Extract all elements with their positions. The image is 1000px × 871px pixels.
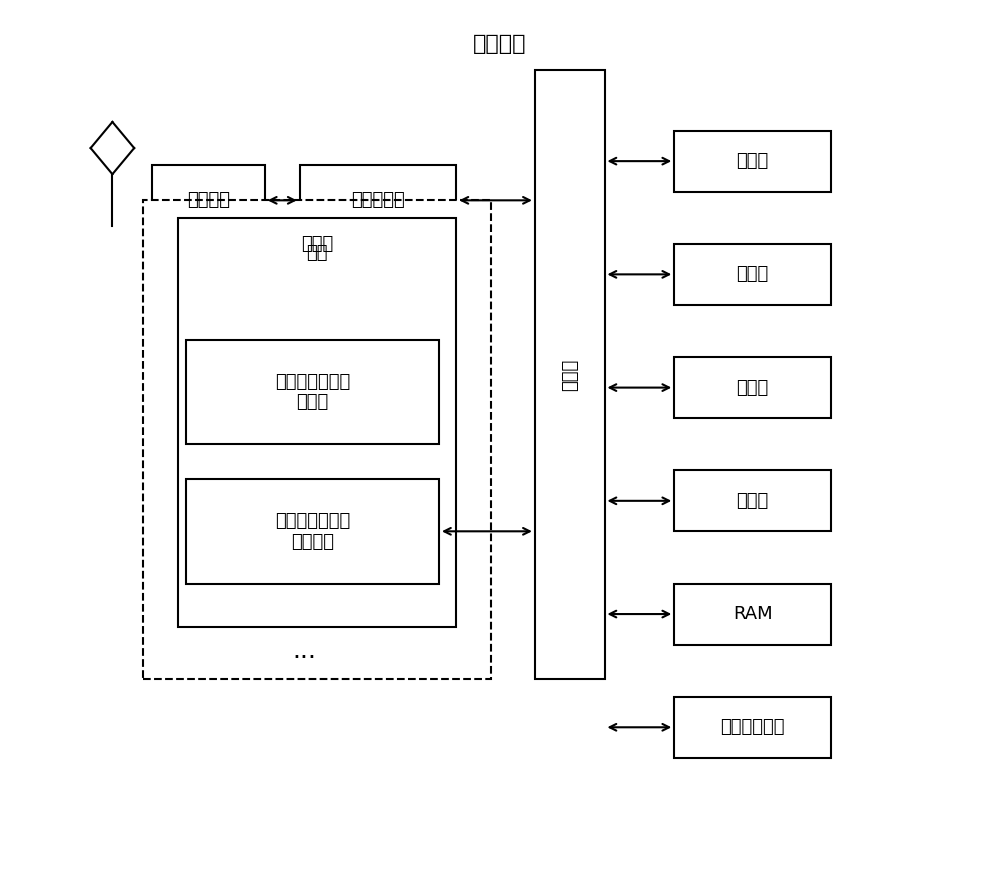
FancyBboxPatch shape bbox=[535, 70, 605, 679]
FancyBboxPatch shape bbox=[178, 218, 456, 627]
FancyBboxPatch shape bbox=[674, 584, 831, 645]
FancyBboxPatch shape bbox=[186, 340, 439, 444]
Text: RAM: RAM bbox=[733, 605, 772, 623]
Text: 信号处理器: 信号处理器 bbox=[351, 192, 405, 209]
FancyBboxPatch shape bbox=[152, 165, 265, 235]
Text: 摄像头: 摄像头 bbox=[736, 152, 769, 170]
FancyBboxPatch shape bbox=[674, 131, 831, 192]
Text: 通信接口: 通信接口 bbox=[187, 192, 230, 209]
FancyBboxPatch shape bbox=[186, 479, 439, 584]
Text: 指静脉特征信息
获取功能: 指静脉特征信息 获取功能 bbox=[275, 512, 350, 550]
FancyBboxPatch shape bbox=[674, 244, 831, 305]
Text: 静脉识别模块: 静脉识别模块 bbox=[720, 719, 785, 736]
Text: 扬声器: 扬声器 bbox=[736, 379, 769, 396]
Text: 指纹特征信息获
取功能: 指纹特征信息获 取功能 bbox=[275, 373, 350, 411]
FancyBboxPatch shape bbox=[674, 470, 831, 531]
Text: 处理器: 处理器 bbox=[561, 358, 579, 391]
Text: 触控屏: 触控屏 bbox=[736, 266, 769, 283]
Text: 电子设备: 电子设备 bbox=[473, 34, 527, 53]
FancyBboxPatch shape bbox=[300, 165, 456, 235]
Text: 麦克风: 麦克风 bbox=[736, 492, 769, 510]
FancyBboxPatch shape bbox=[674, 357, 831, 418]
FancyBboxPatch shape bbox=[143, 200, 491, 679]
FancyBboxPatch shape bbox=[674, 697, 831, 758]
Text: ···: ··· bbox=[292, 645, 316, 670]
Text: 存储器: 存储器 bbox=[301, 235, 333, 253]
Text: 程序: 程序 bbox=[306, 244, 328, 262]
